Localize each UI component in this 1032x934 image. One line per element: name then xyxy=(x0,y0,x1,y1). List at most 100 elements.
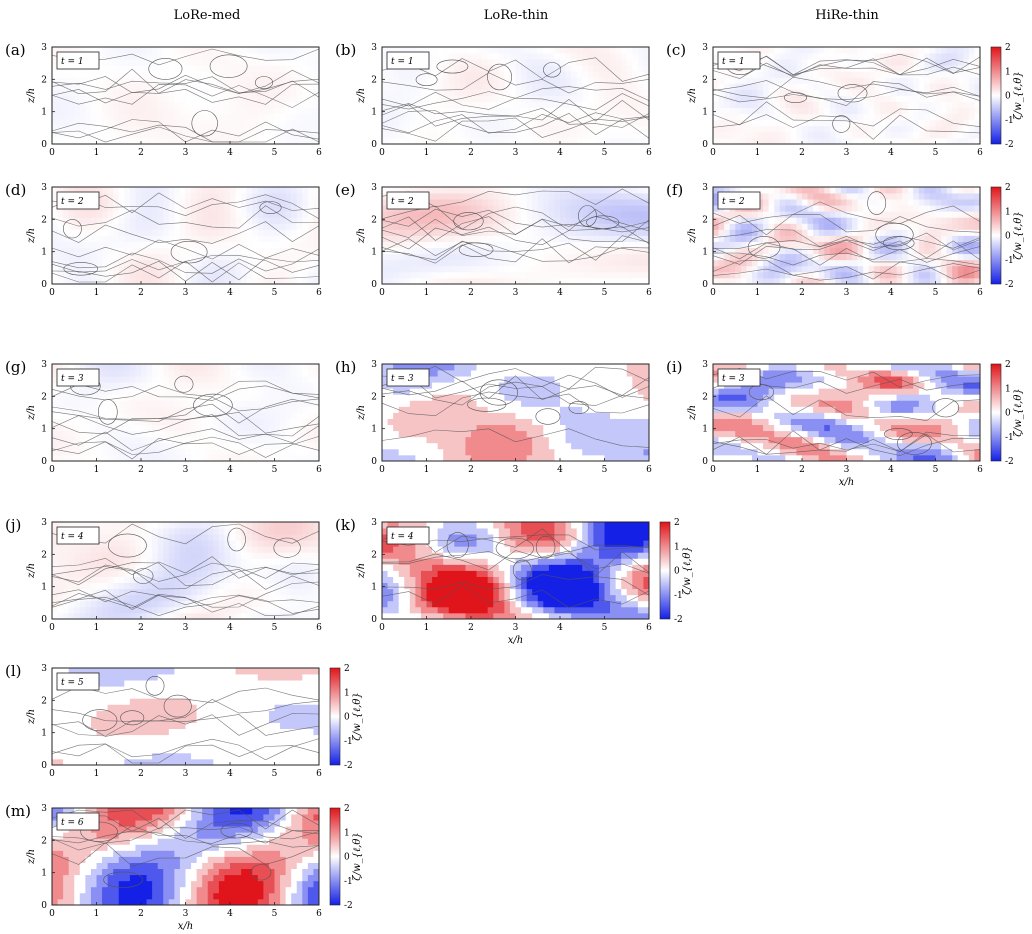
field-cell xyxy=(476,125,483,133)
field-cell xyxy=(196,253,203,261)
field-cell xyxy=(643,235,650,242)
field-cell xyxy=(404,235,411,242)
field-cell xyxy=(509,83,516,90)
x-tick-label: 4 xyxy=(227,148,233,158)
field-cell xyxy=(426,131,433,139)
contour-ring xyxy=(255,76,274,89)
z-tick-label: 3 xyxy=(702,183,708,193)
field-cell xyxy=(185,119,192,127)
field-cell xyxy=(935,271,942,279)
field-cell xyxy=(807,95,814,102)
field-cell xyxy=(735,271,742,279)
field-cell xyxy=(790,107,797,115)
field-cell xyxy=(459,223,466,230)
field-cell xyxy=(610,271,617,279)
field-cell xyxy=(621,107,628,115)
field-cell xyxy=(482,83,489,90)
field-cell xyxy=(790,193,797,200)
field-cell xyxy=(241,125,248,133)
field-cell xyxy=(420,277,427,285)
field-cell xyxy=(74,253,81,261)
field-cell xyxy=(426,247,433,255)
field-cell xyxy=(90,235,97,242)
field-cell xyxy=(974,131,981,139)
field-cell xyxy=(168,131,175,139)
field-cell xyxy=(152,235,159,242)
field-cell xyxy=(102,107,109,115)
field-cell xyxy=(129,259,136,267)
field-cell xyxy=(454,247,461,255)
field-cell xyxy=(724,211,731,218)
field-cell xyxy=(437,83,444,90)
field-cell xyxy=(113,277,120,285)
x-tick-label: 0 xyxy=(710,148,716,158)
field-cell xyxy=(935,205,942,212)
field-cell xyxy=(735,131,742,139)
field-cell xyxy=(432,265,439,273)
field-cell xyxy=(68,412,75,419)
field-cell xyxy=(515,107,522,115)
field-cell xyxy=(802,71,808,78)
field-cell xyxy=(487,223,494,230)
field-cell xyxy=(471,107,477,115)
field-cell xyxy=(207,193,214,200)
field-cell xyxy=(632,83,639,90)
field-cell xyxy=(313,193,320,200)
field-cell xyxy=(168,253,175,261)
field-cell xyxy=(68,187,75,194)
field-cell xyxy=(509,187,516,194)
field-cell xyxy=(576,247,583,255)
field-cell xyxy=(537,271,544,279)
field-cell xyxy=(230,77,236,84)
field-cell xyxy=(168,211,175,218)
field-cell xyxy=(863,229,870,236)
field-cell xyxy=(718,119,725,127)
x-tick-label: 3 xyxy=(513,148,519,158)
field-cell xyxy=(560,65,566,72)
field-cell xyxy=(824,59,831,66)
field-cell xyxy=(313,223,320,230)
field-cell xyxy=(941,217,948,224)
field-cell xyxy=(454,271,461,279)
field-cell xyxy=(196,125,203,133)
field-cell xyxy=(907,101,914,109)
field-cell xyxy=(493,53,500,60)
field-cell xyxy=(57,271,64,279)
colorbar-tick-label: -2 xyxy=(1005,140,1014,150)
field-cell xyxy=(548,199,555,206)
field-cell xyxy=(218,259,225,267)
field-cell xyxy=(274,125,281,133)
field-cell xyxy=(124,47,131,54)
field-cell xyxy=(779,229,786,236)
field-cell xyxy=(735,277,742,285)
field-cell xyxy=(252,223,259,230)
field-cell xyxy=(79,265,86,273)
field-cell xyxy=(785,223,792,230)
field-cell xyxy=(174,277,181,285)
x-tick-label: 4 xyxy=(227,288,233,298)
field-cell xyxy=(387,113,394,121)
field-cell xyxy=(63,107,70,115)
field-cell xyxy=(565,193,572,200)
field-cell xyxy=(482,271,489,279)
field-cell xyxy=(191,53,198,60)
field-cell xyxy=(285,277,292,285)
field-cell xyxy=(560,253,566,261)
field-cell xyxy=(285,113,292,121)
field-cell xyxy=(957,65,964,72)
field-cell xyxy=(79,131,86,139)
field-cell xyxy=(615,241,622,249)
field-cell xyxy=(554,223,561,230)
field-cell xyxy=(548,193,555,200)
field-cell xyxy=(796,223,803,230)
field-cell xyxy=(946,265,953,273)
field-cell xyxy=(129,277,136,285)
field-cell xyxy=(280,247,287,255)
field-cell xyxy=(935,95,942,102)
field-cell xyxy=(740,137,747,145)
field-cell xyxy=(913,223,920,230)
field-cell xyxy=(713,95,719,102)
field-cell xyxy=(252,131,259,139)
field-cell xyxy=(548,77,555,84)
field-cell xyxy=(946,47,953,54)
